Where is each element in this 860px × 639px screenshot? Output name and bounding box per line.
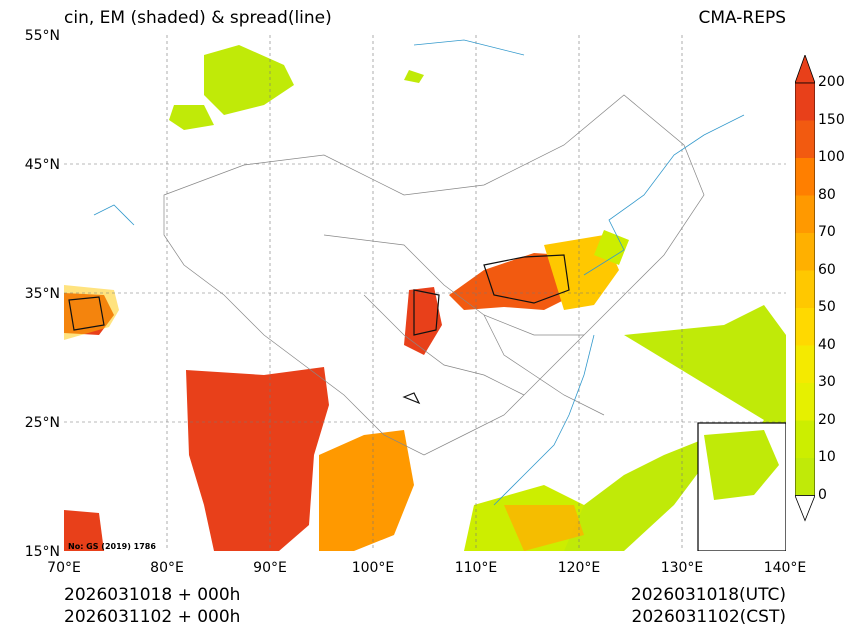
low-cin-region [594,230,629,265]
model-name: CMA-REPS [698,8,786,28]
colorbar-tick-label: 100 [818,149,845,165]
colorbar-tick-label: 20 [818,411,836,428]
init-time-utc: 2026031018 + 000h [64,585,241,605]
colorbar-segment [795,420,815,458]
colorbar-segment [795,308,815,346]
lon-label: 130°E [660,560,704,576]
colorbar-segment [795,458,815,496]
init-time-cst: 2026031102 + 000h [64,607,241,627]
colorbar-tick-label: 40 [818,336,836,353]
lat-label: 25°N [24,415,60,431]
colorbar-segment [795,233,815,271]
mid-cin-region [504,505,584,551]
high-cin-region [449,253,574,310]
colorbar-segment [795,383,815,421]
high-cin-region [64,510,104,551]
colorbar-under-arrow [795,495,815,522]
low-cin-region [169,105,214,130]
colorbar-segment [795,83,815,121]
colorbar-tick-label: 200 [818,74,845,90]
high-cin-region [186,367,329,551]
lat-label: 15°N [24,544,60,560]
colorbar-over-arrow [795,55,815,84]
mid-cin-region [319,430,414,551]
lat-label: 35°N [24,286,60,302]
map-title: cin, EM (shaded) & spread(line) [64,8,332,28]
low-cin-region [704,430,779,500]
valid-time-utc: 2026031018(UTC) [630,585,786,605]
lon-label: 90°E [253,560,287,576]
province-borders [163,94,705,456]
map-panel [64,35,786,551]
lon-label: 80°E [150,560,184,576]
low-cin-region [204,45,294,115]
colorbar-tick-label: 80 [818,186,836,203]
colorbar-tick-label: 150 [818,111,845,128]
lat-label: 45°N [24,157,60,173]
colorbar-segment [795,270,815,308]
lon-label: 70°E [47,560,81,576]
lon-label: 140°E [763,560,807,576]
colorbar-segment [795,120,815,158]
colorbar-tick-label: 60 [818,261,836,278]
low-cin-region [464,305,786,551]
colorbar [795,55,815,522]
lat-label: 55°N [24,28,60,44]
graticule [64,35,786,551]
colorbar-segment [795,158,815,196]
lon-label: 120°E [557,560,601,576]
colorbar-tick-label: 10 [818,449,836,465]
colorbar-segment [795,345,815,383]
map-approval-note: No: GS (2019) 1786 [68,542,156,551]
colorbar-tick-label: 70 [818,224,836,240]
lon-label: 100°E [351,560,395,576]
coastline [93,39,745,506]
colorbar-tick-label: 50 [818,299,836,315]
colorbar-tick-label: 0 [818,486,827,503]
valid-time-cst: 2026031102(CST) [631,607,786,627]
colorbar-segment [795,195,815,233]
spread-contours [68,254,570,405]
low-cin-region [404,70,424,83]
colorbar-tick-label: 30 [818,374,836,390]
lon-label: 110°E [454,560,498,576]
